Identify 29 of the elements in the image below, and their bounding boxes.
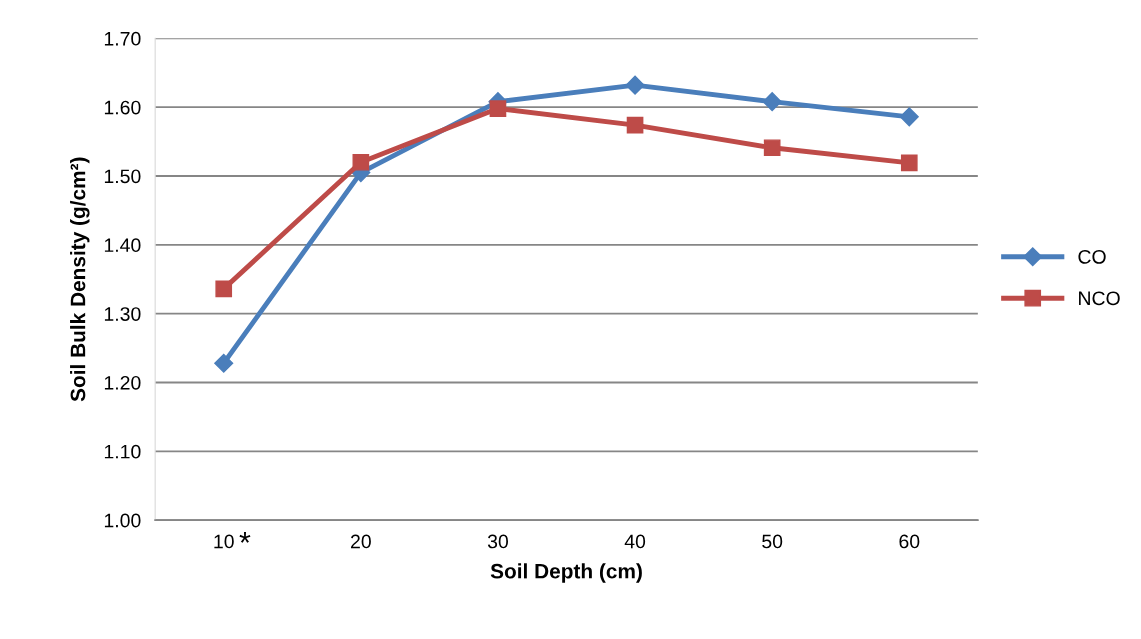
x-tick-label: 30 bbox=[487, 534, 509, 549]
x-tick-label: 40 bbox=[624, 534, 646, 549]
x-axis-title: Soil Depth (cm) bbox=[490, 563, 642, 583]
point bbox=[762, 92, 782, 112]
point bbox=[215, 280, 233, 298]
x-tick-label: 50 bbox=[762, 534, 783, 549]
x-tick-label: 10 bbox=[214, 534, 234, 549]
y-tick-label: 1.30 bbox=[104, 307, 141, 321]
point bbox=[489, 100, 507, 117]
legend-label: CO bbox=[1078, 249, 1106, 264]
y-axis-title: Soil Bulk Density (g/cm²) bbox=[70, 157, 90, 402]
y-tick-label: 1.50 bbox=[104, 169, 141, 184]
y-tick-label: 1.40 bbox=[104, 238, 141, 253]
x-tick-label: 60 bbox=[899, 534, 920, 549]
point bbox=[352, 153, 370, 171]
point bbox=[899, 107, 919, 127]
legend-label: NCO bbox=[1079, 291, 1120, 306]
point bbox=[625, 75, 645, 95]
point bbox=[626, 116, 644, 134]
y-tick-label: 1.10 bbox=[104, 444, 141, 459]
point bbox=[900, 154, 918, 172]
y-tick-label: 1.00 bbox=[104, 513, 141, 528]
point bbox=[763, 139, 781, 157]
y-tick-label: 1.20 bbox=[104, 375, 141, 390]
y-tick-label: 1.60 bbox=[104, 100, 141, 115]
point bbox=[214, 353, 234, 373]
y-tick-label: 1.70 bbox=[104, 31, 141, 46]
x-tick-label: 20 bbox=[351, 534, 371, 549]
text: * bbox=[239, 532, 251, 543]
